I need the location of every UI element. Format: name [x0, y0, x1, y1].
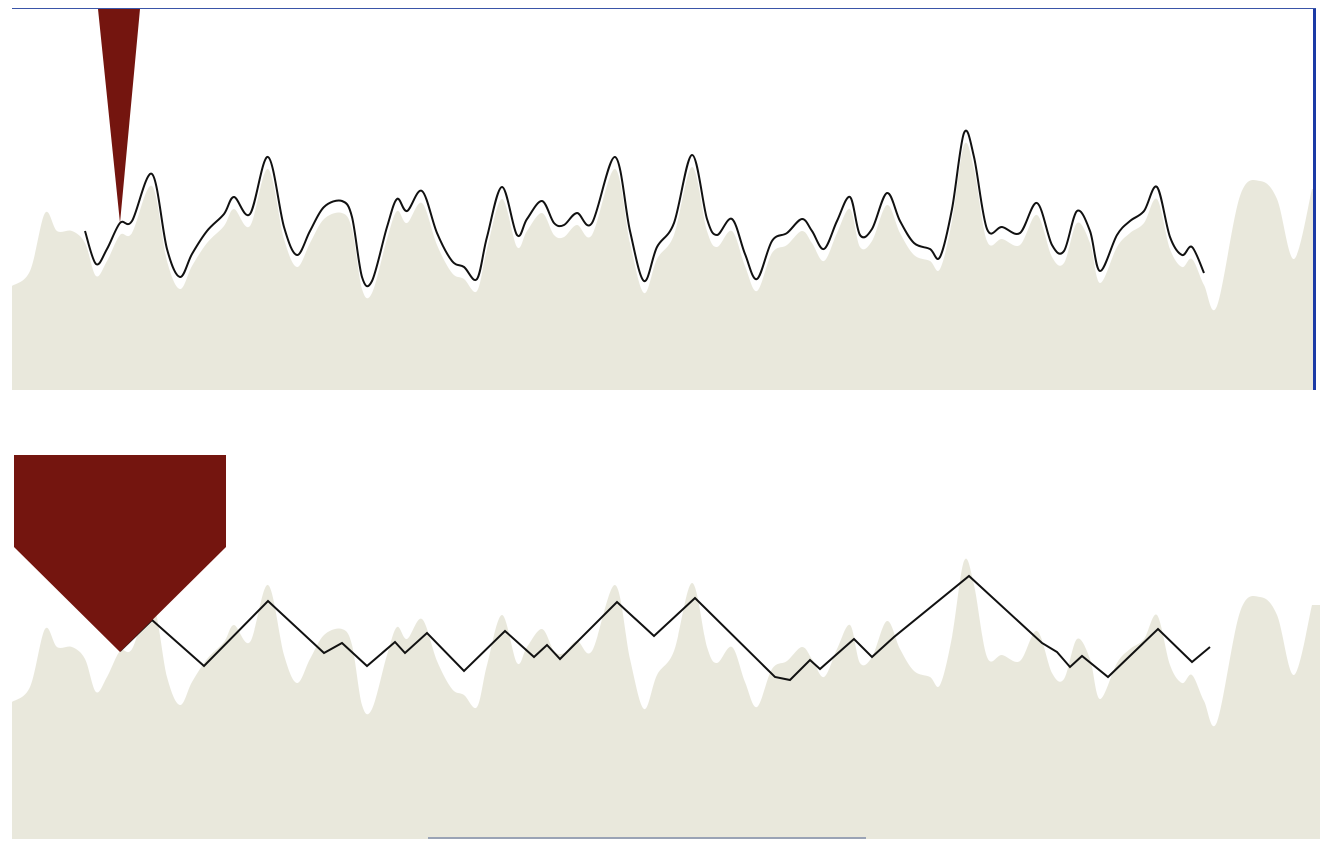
faceted-profile-panel: [12, 455, 1320, 839]
smooth-profile-panel: [12, 8, 1316, 390]
narrow-cone-tool-icon: [98, 9, 140, 223]
faceted-profile-canvas: [12, 455, 1320, 839]
panel-right-border: [1313, 9, 1316, 390]
smooth-profile-canvas: [12, 9, 1316, 390]
terrain-profile-fill: [12, 142, 1316, 390]
terrain-profile-fill: [12, 558, 1320, 839]
bottom-scroll-indicator: [428, 837, 866, 839]
pentagon-tool-icon: [14, 455, 226, 652]
zigzag-toolpath-line: [119, 574, 1211, 682]
smooth-toolpath-line: [84, 129, 1205, 288]
